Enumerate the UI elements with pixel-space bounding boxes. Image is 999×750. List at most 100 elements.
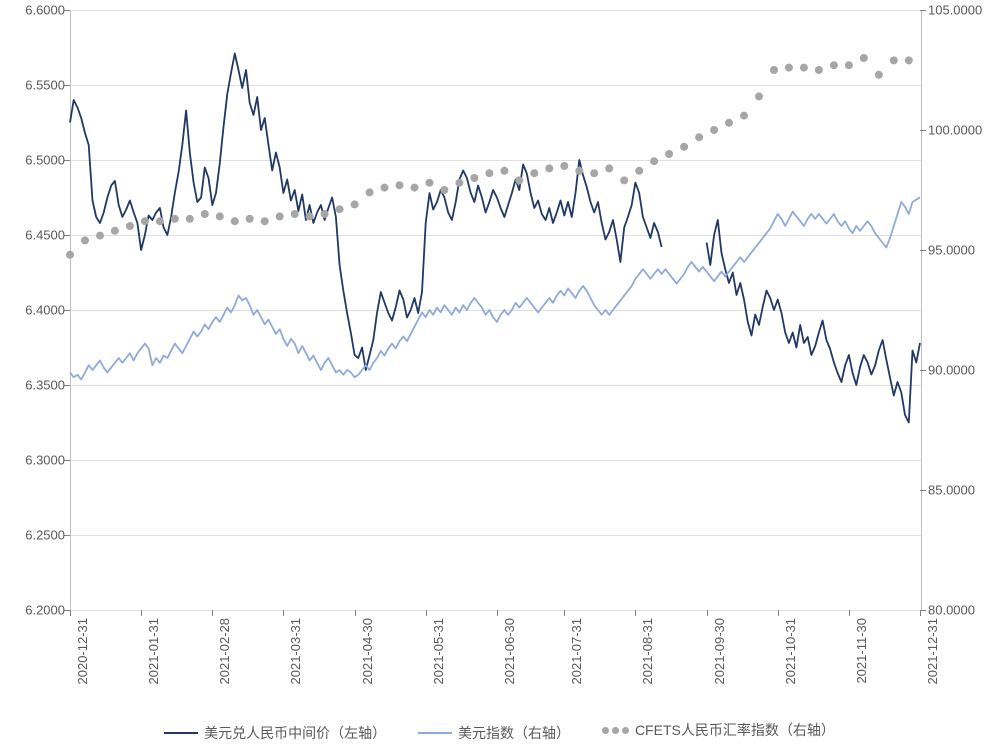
x-tick bbox=[70, 610, 71, 616]
series-marker bbox=[605, 164, 613, 172]
series-marker bbox=[366, 188, 374, 196]
y-label-left: 6.4000 bbox=[5, 303, 65, 318]
series-marker bbox=[710, 126, 718, 134]
series-marker bbox=[875, 71, 883, 79]
series-marker bbox=[470, 174, 478, 182]
series-marker bbox=[81, 236, 89, 244]
series-marker bbox=[396, 181, 404, 189]
x-label: 2021-08-31 bbox=[640, 618, 655, 685]
series-marker bbox=[381, 184, 389, 192]
y-label-right: 95.0000 bbox=[928, 243, 998, 258]
y-label-left: 6.6000 bbox=[5, 3, 65, 18]
x-label: 2021-12-31 bbox=[925, 618, 940, 685]
y-tick-right bbox=[920, 10, 926, 11]
series-marker bbox=[755, 92, 763, 100]
x-tick bbox=[141, 610, 142, 616]
y-label-right: 85.0000 bbox=[928, 483, 998, 498]
series-marker bbox=[785, 64, 793, 72]
series-marker bbox=[111, 227, 119, 235]
y-label-left: 6.5500 bbox=[5, 78, 65, 93]
series-marker bbox=[171, 215, 179, 223]
x-tick bbox=[355, 610, 356, 616]
series-marker bbox=[276, 212, 284, 220]
x-tick bbox=[212, 610, 213, 616]
series-marker bbox=[905, 56, 913, 64]
series-line bbox=[70, 197, 920, 379]
x-tick bbox=[426, 610, 427, 616]
series-line bbox=[70, 54, 920, 423]
series-marker bbox=[890, 56, 898, 64]
series-marker bbox=[351, 200, 359, 208]
x-tick bbox=[564, 610, 565, 616]
chart-container: 美元兑人民币中间价（左轴） 美元指数（右轴） CFETS人民币汇率指数（右轴） … bbox=[0, 0, 999, 750]
y-label-left: 6.5000 bbox=[5, 153, 65, 168]
legend-dot-icon bbox=[612, 727, 619, 734]
x-label: 2021-01-31 bbox=[146, 618, 161, 685]
series-marker bbox=[231, 217, 239, 225]
series-marker bbox=[680, 143, 688, 151]
y-label-left: 6.2500 bbox=[5, 528, 65, 543]
series-marker bbox=[216, 212, 224, 220]
x-tick bbox=[635, 610, 636, 616]
series-marker bbox=[725, 119, 733, 127]
x-tick bbox=[497, 610, 498, 616]
legend-label: 美元指数（右轴） bbox=[458, 723, 570, 743]
legend-item-series2: 美元指数（右轴） bbox=[418, 723, 570, 743]
series-marker bbox=[201, 210, 209, 218]
series-marker bbox=[590, 169, 598, 177]
x-label: 2021-07-31 bbox=[569, 618, 584, 685]
series-marker bbox=[650, 157, 658, 165]
x-label: 2021-06-30 bbox=[502, 618, 517, 685]
legend-label: CFETS人民币汇率指数（右轴） bbox=[635, 720, 835, 740]
series-marker bbox=[440, 186, 448, 194]
x-tick bbox=[849, 610, 850, 616]
x-label: 2021-03-31 bbox=[288, 618, 303, 685]
series-marker bbox=[96, 232, 104, 240]
x-tick bbox=[920, 610, 921, 616]
y-label-right: 90.0000 bbox=[928, 363, 998, 378]
series-marker bbox=[740, 112, 748, 120]
y-tick-right bbox=[920, 250, 926, 251]
y-tick-right bbox=[920, 370, 926, 371]
x-label: 2021-10-31 bbox=[783, 618, 798, 685]
y-label-left: 6.2000 bbox=[5, 603, 65, 618]
series-marker bbox=[291, 210, 299, 218]
series-marker bbox=[665, 150, 673, 158]
y-label-right: 100.0000 bbox=[928, 123, 998, 138]
series-marker bbox=[695, 133, 703, 141]
x-tick bbox=[778, 610, 779, 616]
y-label-right: 105.0000 bbox=[928, 3, 998, 18]
series-marker bbox=[455, 179, 463, 187]
series-marker bbox=[620, 176, 628, 184]
series-marker bbox=[500, 167, 508, 175]
legend-swatch-dots bbox=[602, 727, 629, 734]
x-label: 2020-12-31 bbox=[75, 618, 90, 685]
series-marker bbox=[575, 167, 583, 175]
y-label-left: 6.3000 bbox=[5, 453, 65, 468]
series-marker bbox=[560, 162, 568, 170]
y-label-left: 6.3500 bbox=[5, 378, 65, 393]
x-label: 2021-09-30 bbox=[712, 618, 727, 685]
series-marker bbox=[545, 164, 553, 172]
series-marker bbox=[830, 61, 838, 69]
series-marker bbox=[815, 66, 823, 74]
chart-svg bbox=[70, 10, 920, 610]
series-marker bbox=[246, 215, 254, 223]
series-marker bbox=[770, 66, 778, 74]
series-marker bbox=[426, 179, 434, 187]
series-marker bbox=[126, 222, 134, 230]
legend-dot-icon bbox=[622, 727, 629, 734]
series-marker bbox=[485, 169, 493, 177]
x-label: 2021-05-31 bbox=[431, 618, 446, 685]
series-marker bbox=[800, 64, 808, 72]
legend-item-series3: CFETS人民币汇率指数（右轴） bbox=[602, 720, 835, 740]
legend-swatch-line bbox=[418, 732, 452, 734]
x-label: 2021-02-28 bbox=[217, 618, 232, 685]
series-marker bbox=[530, 169, 538, 177]
x-tick bbox=[707, 610, 708, 616]
legend-dot-icon bbox=[602, 727, 609, 734]
series-marker bbox=[141, 217, 149, 225]
legend: 美元兑人民币中间价（左轴） 美元指数（右轴） CFETS人民币汇率指数（右轴） bbox=[0, 720, 999, 743]
series-marker bbox=[186, 215, 194, 223]
series-marker bbox=[306, 212, 314, 220]
